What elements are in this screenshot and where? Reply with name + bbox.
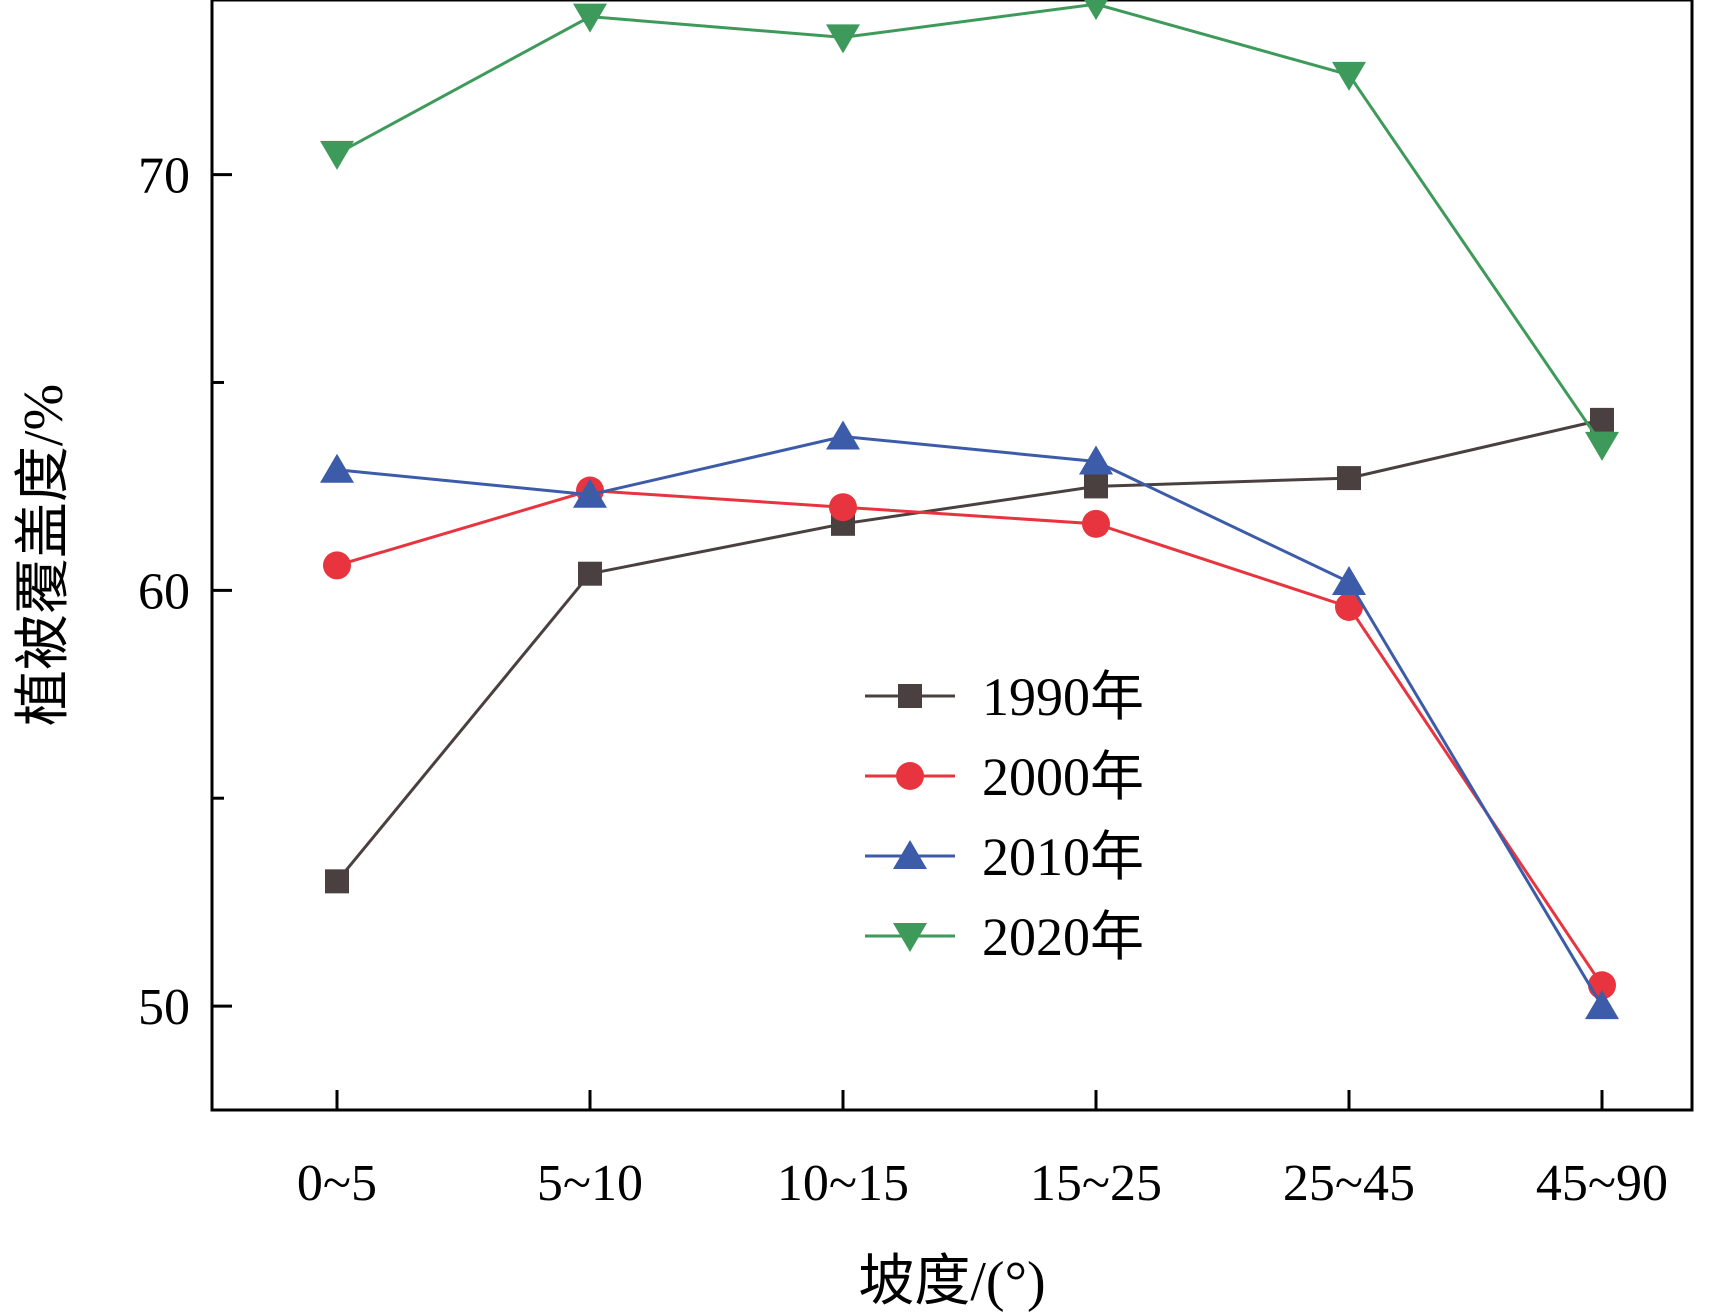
data-point [1084, 474, 1108, 499]
x-axis-title: 坡度/(°) [858, 1251, 1045, 1313]
data-point [325, 869, 349, 894]
legend-marker [898, 684, 922, 708]
x-tick-label: 0~5 [297, 1155, 377, 1212]
legend-label: 1990年 [982, 667, 1144, 727]
legend-item: 2000年 [865, 747, 1144, 807]
y-tick-label: 50 [138, 979, 190, 1036]
x-tick-label: 45~90 [1536, 1155, 1668, 1212]
data-point [1332, 61, 1366, 91]
x-tick-label: 5~10 [537, 1155, 643, 1212]
data-point [320, 140, 354, 170]
data-point [1590, 407, 1614, 432]
y-tick-label: 70 [138, 148, 190, 205]
data-point [1585, 431, 1619, 461]
data-point [578, 561, 602, 586]
data-point [1082, 509, 1110, 538]
legend-item: 2020年 [865, 907, 1144, 967]
legend-item: 1990年 [865, 667, 1144, 727]
y-tick-label: 60 [138, 563, 190, 620]
legend-item: 2010年 [865, 827, 1144, 887]
series-line [336, 2, 1604, 446]
series-line [336, 435, 1604, 1007]
series-2 [320, 420, 1619, 1020]
x-tick-label: 15~25 [1030, 1155, 1162, 1212]
series-line [335, 418, 1603, 883]
x-tick-label: 10~15 [777, 1155, 909, 1212]
data-point [1335, 592, 1363, 621]
series-0 [325, 407, 1614, 894]
data-point [320, 453, 354, 483]
data-point [826, 420, 860, 450]
data-point [573, 478, 607, 508]
legend-label: 2010年 [982, 827, 1144, 887]
data-point [573, 3, 607, 33]
data-point [1585, 990, 1619, 1020]
y-axis-title: 植被覆盖度/% [13, 384, 75, 726]
data-point [1337, 466, 1361, 491]
series-line [336, 489, 1604, 987]
plot-frame [210, 0, 1694, 1112]
series-3 [320, 0, 1619, 461]
legend-marker [896, 762, 924, 790]
data-point [1332, 566, 1366, 596]
x-tick-label: 25~45 [1283, 1155, 1415, 1212]
legend-label: 2000年 [982, 747, 1144, 807]
data-point [829, 493, 857, 522]
legend-label: 2020年 [982, 907, 1144, 967]
legend-marker [893, 923, 927, 952]
data-point [323, 551, 351, 580]
data-point [1084, 0, 1108, 21]
data-point [1079, 445, 1113, 475]
legend-marker [893, 840, 927, 869]
data-point [826, 24, 860, 54]
